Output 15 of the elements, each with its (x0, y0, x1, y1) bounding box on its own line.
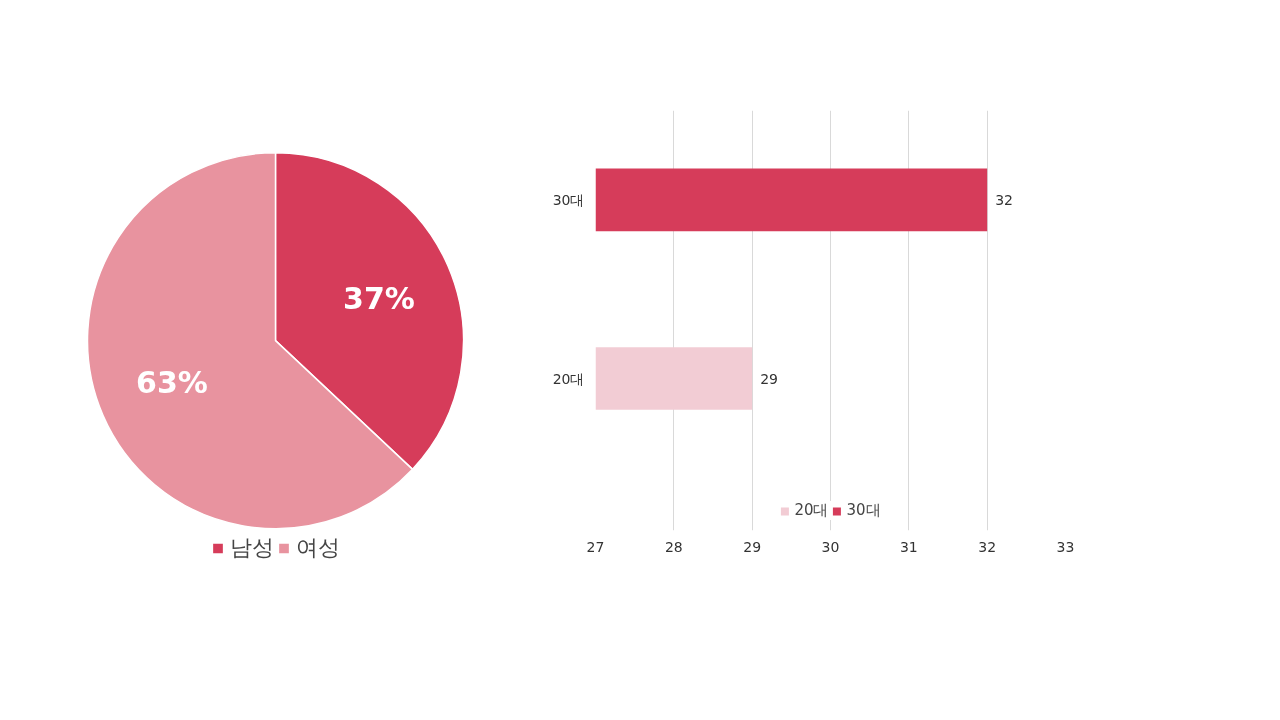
x-tick-label: 31 (899, 538, 918, 555)
x-tick-label: 32 (978, 538, 997, 555)
x-tick-label: 27 (586, 538, 605, 555)
data-label: 29 (760, 370, 778, 387)
x-tick-label: 29 (743, 538, 762, 555)
legend-label: 남성 (229, 534, 274, 563)
data-label: 63% (136, 365, 208, 401)
x-tick-label: 28 (664, 538, 683, 555)
x-tick-label: 30 (821, 538, 840, 555)
x-tick-label: 33 (1056, 538, 1075, 555)
legend-label: 여성 (295, 534, 340, 563)
data-label: 32 (995, 191, 1013, 208)
legend-label: 20대 (794, 501, 829, 520)
legend-label: 30대 (846, 501, 881, 520)
data-label: 37% (343, 280, 415, 316)
